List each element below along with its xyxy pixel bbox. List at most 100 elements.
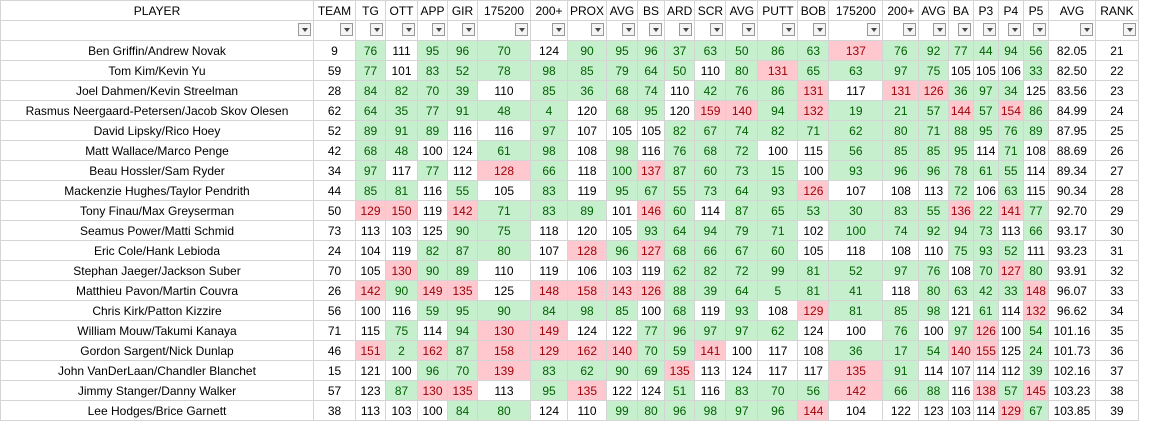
value-cell: 85 [918, 140, 949, 161]
value-cell: 77 [417, 160, 448, 181]
filter-button[interactable] [622, 23, 636, 36]
value-cell: 96 [606, 240, 639, 261]
value-cell: 93.17 [1047, 220, 1096, 241]
filter-button[interactable] [1032, 23, 1046, 36]
value-cell: 113 [918, 180, 949, 201]
value-cell: 100 [725, 340, 759, 361]
value-cell: 56 [828, 140, 884, 161]
value-cell: 62 [664, 260, 696, 281]
data-row: Mackenzie Hughes/Taylor Pendrith 44 85 81 11… [0, 180, 1139, 201]
column-header: BS [637, 0, 666, 21]
filter-button[interactable] [679, 23, 693, 36]
value-cell: 90 [566, 40, 608, 61]
value-cell: 68 [694, 140, 727, 161]
data-row: John VanDerLaan/Chandler Blanchet 15 121 10… [0, 360, 1139, 381]
value-cell: 92 [918, 220, 949, 241]
filter-button[interactable] [742, 23, 756, 36]
value-cell: 114 [1022, 160, 1049, 181]
value-cell: 142 [447, 200, 478, 221]
value-cell: 95 [606, 40, 639, 61]
player-cell: Beau Hossler/Sam Ryder [0, 160, 314, 181]
filter-button[interactable] [591, 23, 605, 36]
filter-button[interactable] [982, 23, 996, 36]
data-row: Matt Wallace/Marco Penge 42 68 48 100 124 61 98… [0, 140, 1139, 161]
value-cell: 66 [530, 160, 568, 181]
filter-button[interactable] [1007, 23, 1021, 36]
column-header: AVG [606, 0, 639, 21]
filter-cell [637, 20, 666, 41]
value-cell: 52 [447, 60, 478, 81]
value-cell: 101 [606, 200, 639, 221]
column-header: 175200 [477, 0, 531, 21]
value-cell: 82 [757, 120, 799, 141]
value-cell: 55 [918, 200, 949, 221]
column-header: BOB [797, 0, 830, 21]
filter-button[interactable] [515, 23, 528, 36]
filter-button[interactable] [867, 23, 881, 36]
value-cell: 114 [694, 200, 727, 221]
value-cell: 83 [530, 200, 568, 221]
value-cell: 57 [997, 380, 1024, 401]
filter-button[interactable] [813, 23, 827, 36]
value-cell: 94 [947, 220, 974, 241]
filter-button[interactable] [957, 23, 971, 36]
data-row: Lee Hodges/Brice Garnett 38 113 103 100 84 80 1… [0, 400, 1139, 421]
value-cell: 84 [447, 400, 478, 421]
filter-button[interactable] [340, 23, 353, 36]
filter-button[interactable] [649, 23, 663, 36]
filter-button[interactable] [462, 23, 475, 36]
filter-cell [1094, 20, 1139, 41]
value-cell: 97 [882, 260, 920, 281]
value-cell: 67 [1022, 400, 1049, 421]
value-cell: 85 [882, 140, 920, 161]
filter-button[interactable] [903, 23, 917, 36]
value-cell: 51 [664, 380, 696, 401]
value-cell: 146 [637, 200, 666, 221]
filter-button[interactable] [432, 23, 445, 36]
value-cell: 98 [606, 140, 639, 161]
value-cell: 82.05 [1047, 40, 1096, 61]
filter-button[interactable] [370, 23, 383, 36]
value-cell: 44 [972, 40, 999, 61]
player-cell: David Lipsky/Rico Hoey [0, 120, 314, 141]
value-cell: 116 [417, 180, 448, 201]
value-cell: 68 [664, 300, 696, 321]
value-cell: 29 [1094, 200, 1139, 221]
value-cell: 110 [477, 80, 531, 101]
value-cell: 140 [725, 100, 759, 121]
value-cell: 92.70 [1047, 200, 1096, 221]
value-cell: 71 [313, 320, 356, 341]
filter-cell [566, 20, 608, 41]
filter-button[interactable] [710, 23, 724, 36]
value-cell: 110 [477, 260, 531, 281]
player-cell: Stephan Jaeger/Jackson Suber [0, 260, 314, 281]
value-cell: 37 [664, 40, 696, 61]
filter-button[interactable] [932, 23, 946, 36]
filter-button[interactable] [298, 23, 311, 36]
data-row: David Lipsky/Rico Hoey 52 89 91 89 116 116 97 10… [0, 120, 1139, 141]
value-cell: 24 [1094, 100, 1139, 121]
value-cell: 126 [797, 180, 830, 201]
value-cell: 66 [1022, 220, 1049, 241]
value-cell: 50 [664, 60, 696, 81]
filter-cell [828, 20, 884, 41]
value-cell: 80 [1022, 260, 1049, 281]
filter-button[interactable] [1079, 23, 1093, 36]
value-cell: 68 [606, 80, 639, 101]
filter-button[interactable] [1122, 23, 1136, 36]
value-cell: 129 [355, 200, 386, 221]
column-header: TG [355, 0, 386, 21]
value-cell: 62 [828, 120, 884, 141]
value-cell: 67 [637, 180, 666, 201]
value-cell: 80 [637, 400, 666, 421]
value-cell: 98 [918, 300, 949, 321]
value-cell: 80 [477, 240, 531, 261]
value-cell: 25 [1094, 120, 1139, 141]
column-header: RANK [1094, 0, 1139, 21]
filter-button[interactable] [552, 23, 565, 36]
filter-button[interactable] [402, 23, 415, 36]
value-cell: 124 [530, 40, 568, 61]
value-cell: 95 [972, 120, 999, 141]
filter-button[interactable] [782, 23, 796, 36]
value-cell: 22 [972, 200, 999, 221]
